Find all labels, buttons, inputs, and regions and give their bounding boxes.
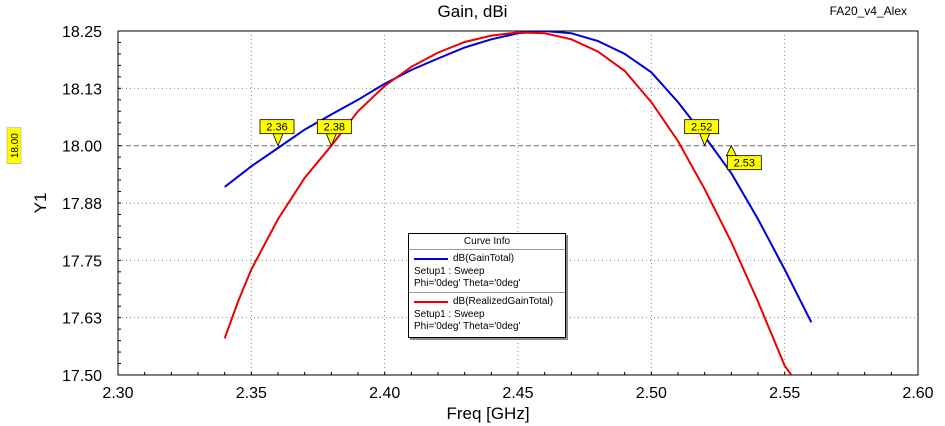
- legend-swatch-realized-gain-total: [414, 301, 448, 303]
- marker-badge[interactable]: [316, 119, 352, 135]
- marker-badge[interactable]: [259, 119, 295, 135]
- y-tick-label: 17.75: [62, 253, 102, 270]
- legend-series-name: dB(RealizedGainTotal): [453, 296, 554, 307]
- chart-title: Gain, dBi: [437, 2, 508, 21]
- marker-label: 2.52: [691, 122, 712, 134]
- y-tick-label: 17.63: [62, 311, 102, 328]
- legend-series-variables: Phi='0deg' Theta='0deg': [414, 321, 521, 332]
- y-tick-label: 18.25: [62, 24, 102, 41]
- legend-entry-realized-gain-total[interactable]: dB(RealizedGainTotal) Setup1 : Sweep Phi…: [409, 292, 565, 335]
- legend-series-setup: Setup1 : Sweep: [414, 266, 485, 277]
- reference-value-badge: [6, 127, 22, 164]
- x-tick-label: 2.60: [902, 385, 933, 402]
- x-tick-label: 2.30: [102, 385, 133, 402]
- legend-series-variables: Phi='0deg' Theta='0deg': [414, 278, 521, 289]
- x-tick-label: 2.35: [236, 385, 267, 402]
- x-tick-label: 2.45: [502, 385, 533, 402]
- y-tick-label: 18.13: [62, 81, 102, 98]
- design-name: FA20_v4_Alex: [829, 4, 907, 18]
- legend-swatch-gain-total: [414, 258, 448, 260]
- marker-label: 2.36: [266, 122, 287, 134]
- legend-title: Curve Info: [409, 234, 565, 250]
- y-tick-label: 17.88: [62, 196, 102, 213]
- x-axis-label: Freq [GHz]: [446, 404, 529, 423]
- legend-series-setup: Setup1 : Sweep: [414, 309, 485, 320]
- x-tick-label: 2.50: [636, 385, 667, 402]
- marker-label: 2.38: [324, 122, 345, 134]
- legend-series-name: dB(GainTotal): [453, 253, 515, 264]
- x-tick-label: 2.40: [369, 385, 400, 402]
- series-line-1[interactable]: [223, 31, 798, 384]
- legend-entry-gain-total[interactable]: dB(GainTotal) Setup1 : Sweep Phi='0deg' …: [409, 250, 565, 292]
- reference-value-label: 18.00: [10, 133, 21, 158]
- x-tick-label: 2.55: [769, 385, 800, 402]
- y-tick-label: 17.50: [62, 368, 102, 385]
- curve-info-legend[interactable]: Curve Info dB(GainTotal) Setup1 : Sweep …: [408, 233, 566, 338]
- y-tick-label: 18.00: [62, 139, 102, 156]
- y-axis-label: Y1: [31, 193, 50, 214]
- marker-badge[interactable]: [726, 155, 762, 171]
- marker-label: 2.53: [734, 158, 755, 170]
- marker-badge[interactable]: [684, 119, 720, 135]
